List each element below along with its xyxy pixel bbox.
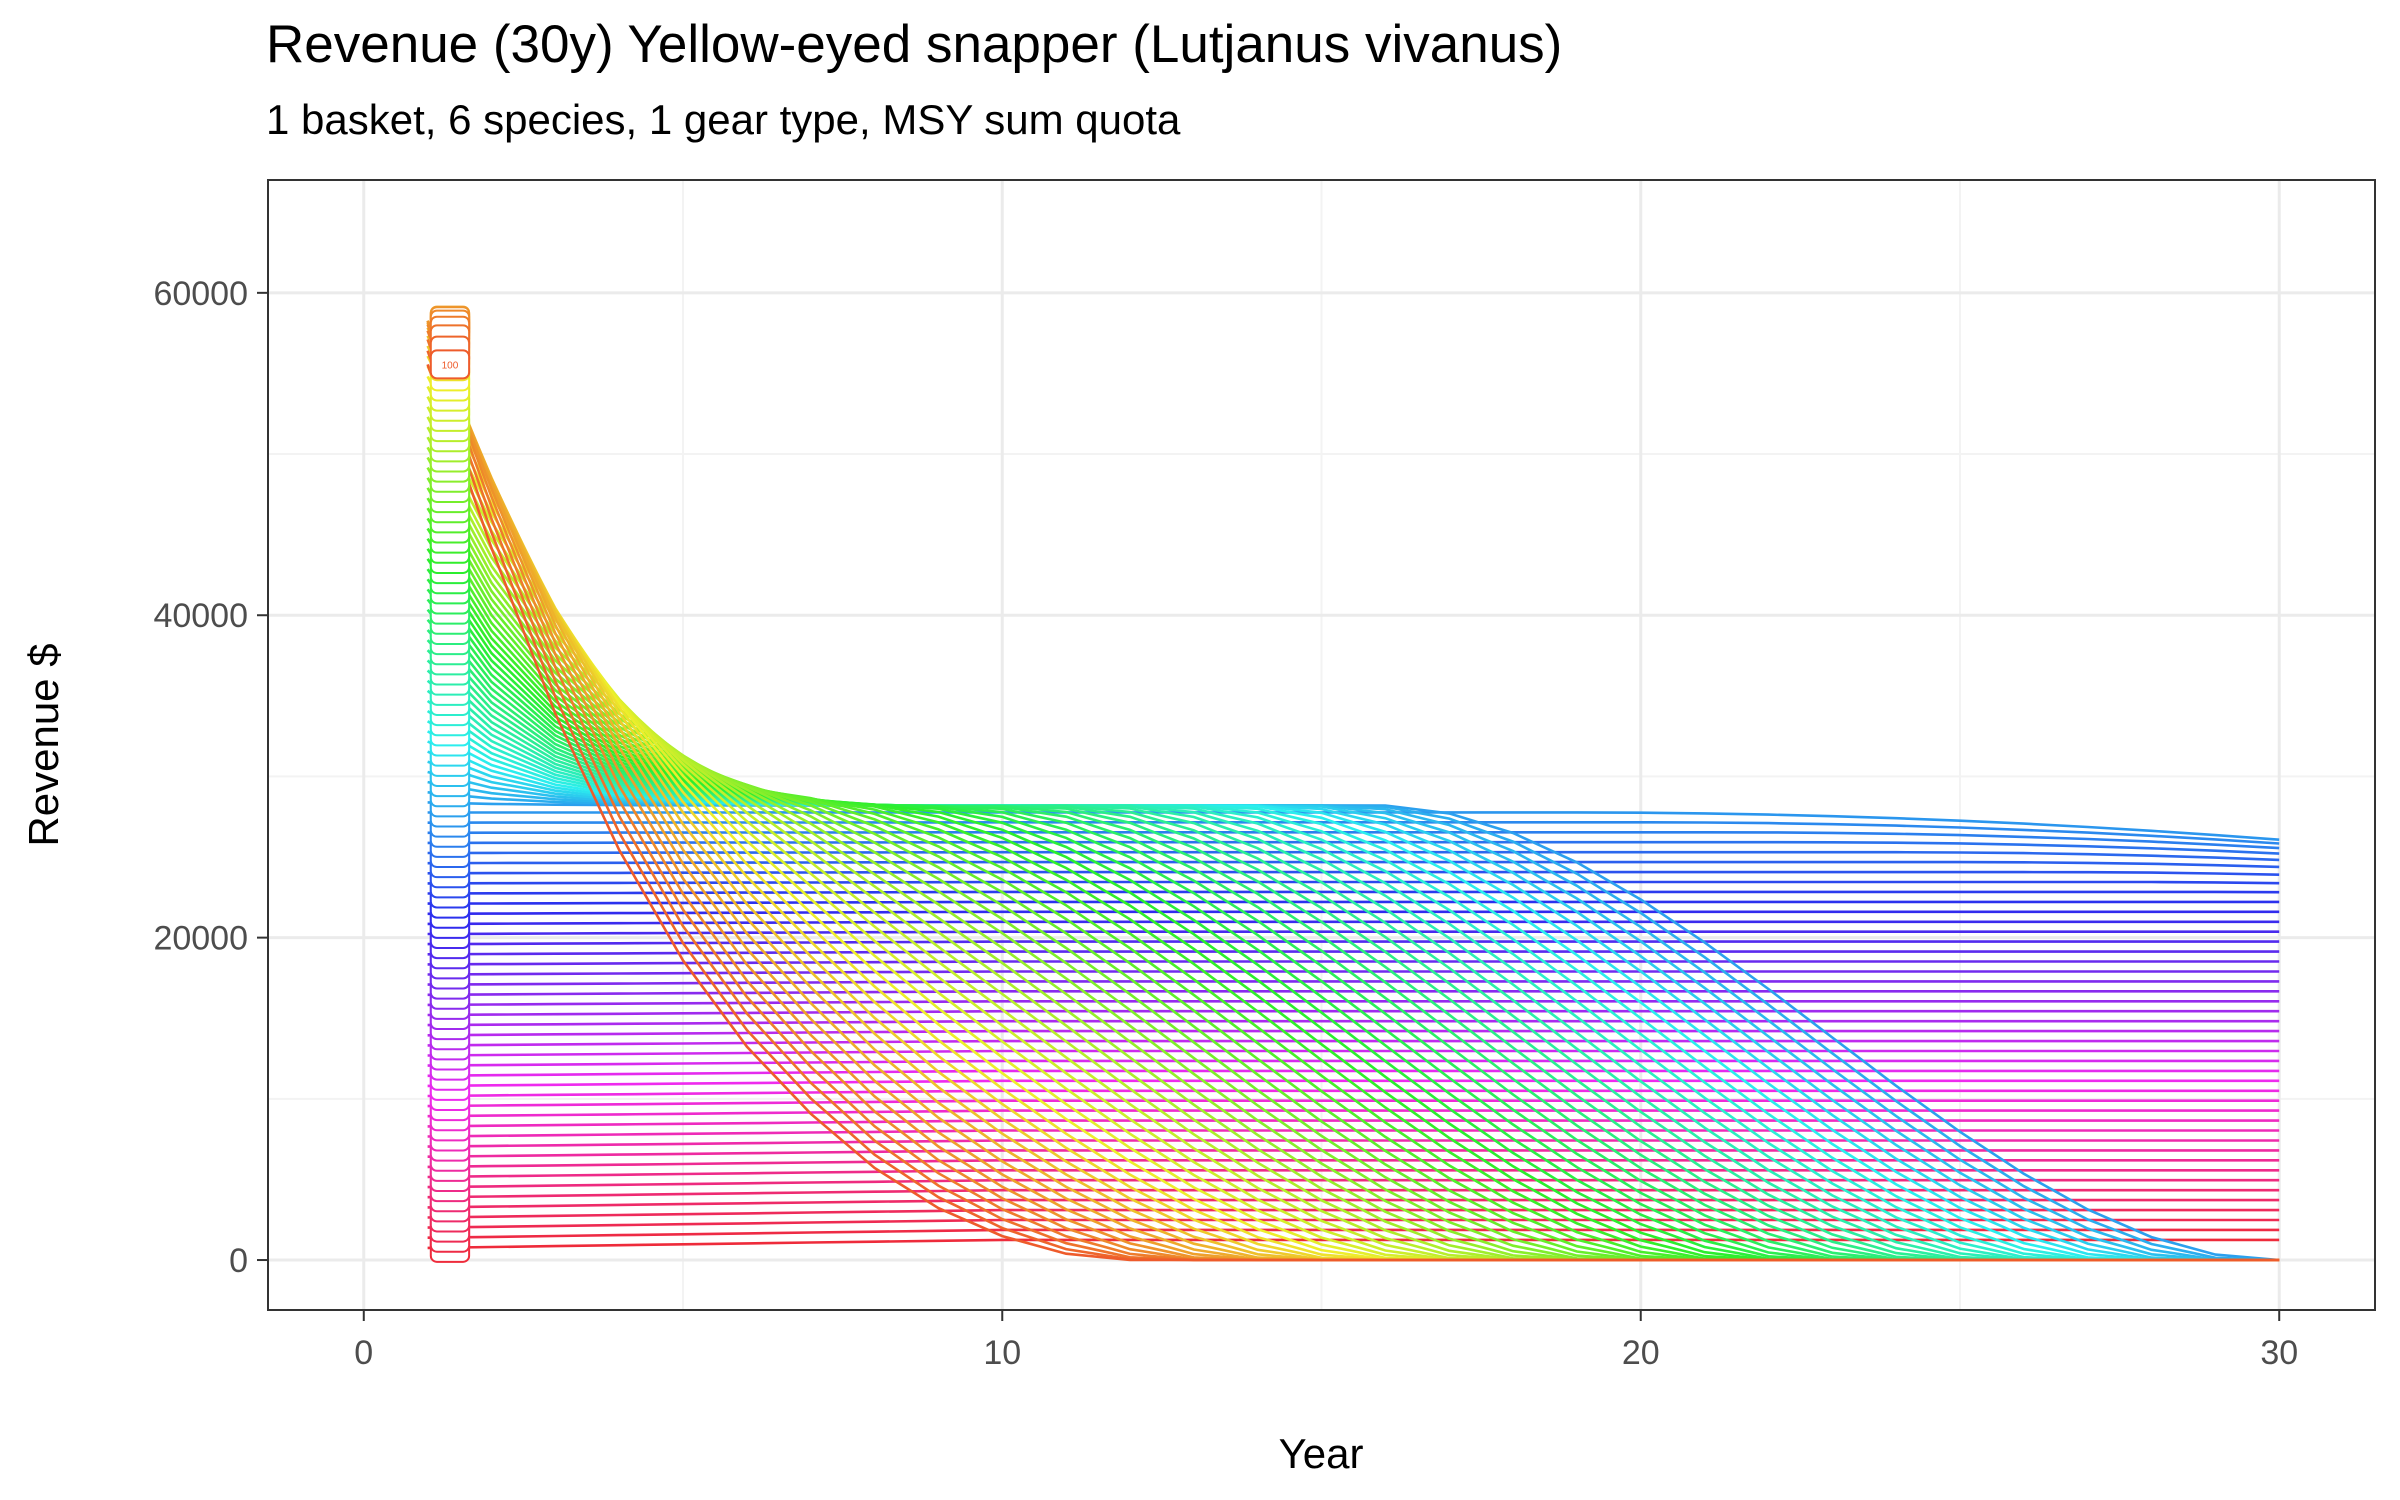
series-line-16: [427, 1089, 2280, 1098]
series-line-29: [427, 960, 2280, 966]
series-line-3: [427, 1218, 2280, 1229]
series-line-9: [427, 1159, 2280, 1169]
series-line-13: [427, 1119, 2280, 1128]
axes: 0 10 20 30 0 20000 40000 60000: [153, 275, 2298, 1372]
y-tick-label: 40000: [153, 597, 248, 635]
series-line-19: [427, 1059, 2280, 1067]
series-line-27: [427, 980, 2280, 986]
series-line-74: [426, 507, 2280, 1262]
y-tick-label: 0: [229, 1242, 248, 1280]
series-line-15: [427, 1099, 2280, 1108]
plot-panel: [267, 179, 2376, 1311]
series-line-18: [427, 1069, 2280, 1078]
series-line-38: [427, 870, 2280, 876]
series-line-12: [427, 1129, 2280, 1138]
chart-subtitle: 1 basket, 6 species, 1 gear type, MSY su…: [266, 96, 1181, 143]
y-tick-label: 20000: [153, 920, 248, 958]
series-line-22: [427, 1029, 2280, 1037]
y-tick-label: 60000: [153, 275, 248, 313]
series-line-100: [426, 363, 2280, 1262]
x-tick-label: 10: [983, 1334, 1021, 1372]
series-line-4: [427, 1208, 2280, 1219]
series-line-34: [427, 910, 2280, 916]
series-line-17: [427, 1079, 2280, 1088]
series-line-5: [427, 1198, 2280, 1209]
series-line-81: [426, 436, 2280, 1262]
series-lines: [426, 320, 2280, 1262]
series-line-14: [427, 1109, 2280, 1118]
series-line-25: [427, 1000, 2280, 1007]
series-line-21: [427, 1039, 2280, 1047]
series-line-11: [427, 1139, 2280, 1148]
series-line-62: [426, 629, 2280, 1262]
x-axis-title: Year: [1279, 1430, 1364, 1477]
series-label-box-100: [429, 349, 471, 380]
series-line-33: [427, 920, 2280, 926]
series-line-61: [426, 639, 2280, 1262]
x-tick-label: 0: [354, 1334, 373, 1372]
series-line-24: [427, 1009, 2280, 1017]
series-line-71: [426, 537, 2280, 1262]
series-line-31: [427, 940, 2280, 946]
y-axis-title: Revenue $: [20, 643, 67, 846]
series-line-32: [427, 930, 2280, 936]
x-tick-label: 20: [1622, 1334, 1660, 1372]
x-tick-label: 30: [2260, 1334, 2298, 1372]
series-line-37: [427, 880, 2280, 885]
series-line-28: [427, 970, 2280, 976]
series-line-30: [427, 950, 2280, 956]
series-labels: 100: [429, 305, 471, 1263]
series-label-text: 100: [442, 360, 459, 371]
chart-title: Revenue (30y) Yellow-eyed snapper (Lutja…: [266, 15, 1563, 74]
series-line-42: [427, 831, 2280, 850]
series-line-10: [427, 1149, 2280, 1158]
